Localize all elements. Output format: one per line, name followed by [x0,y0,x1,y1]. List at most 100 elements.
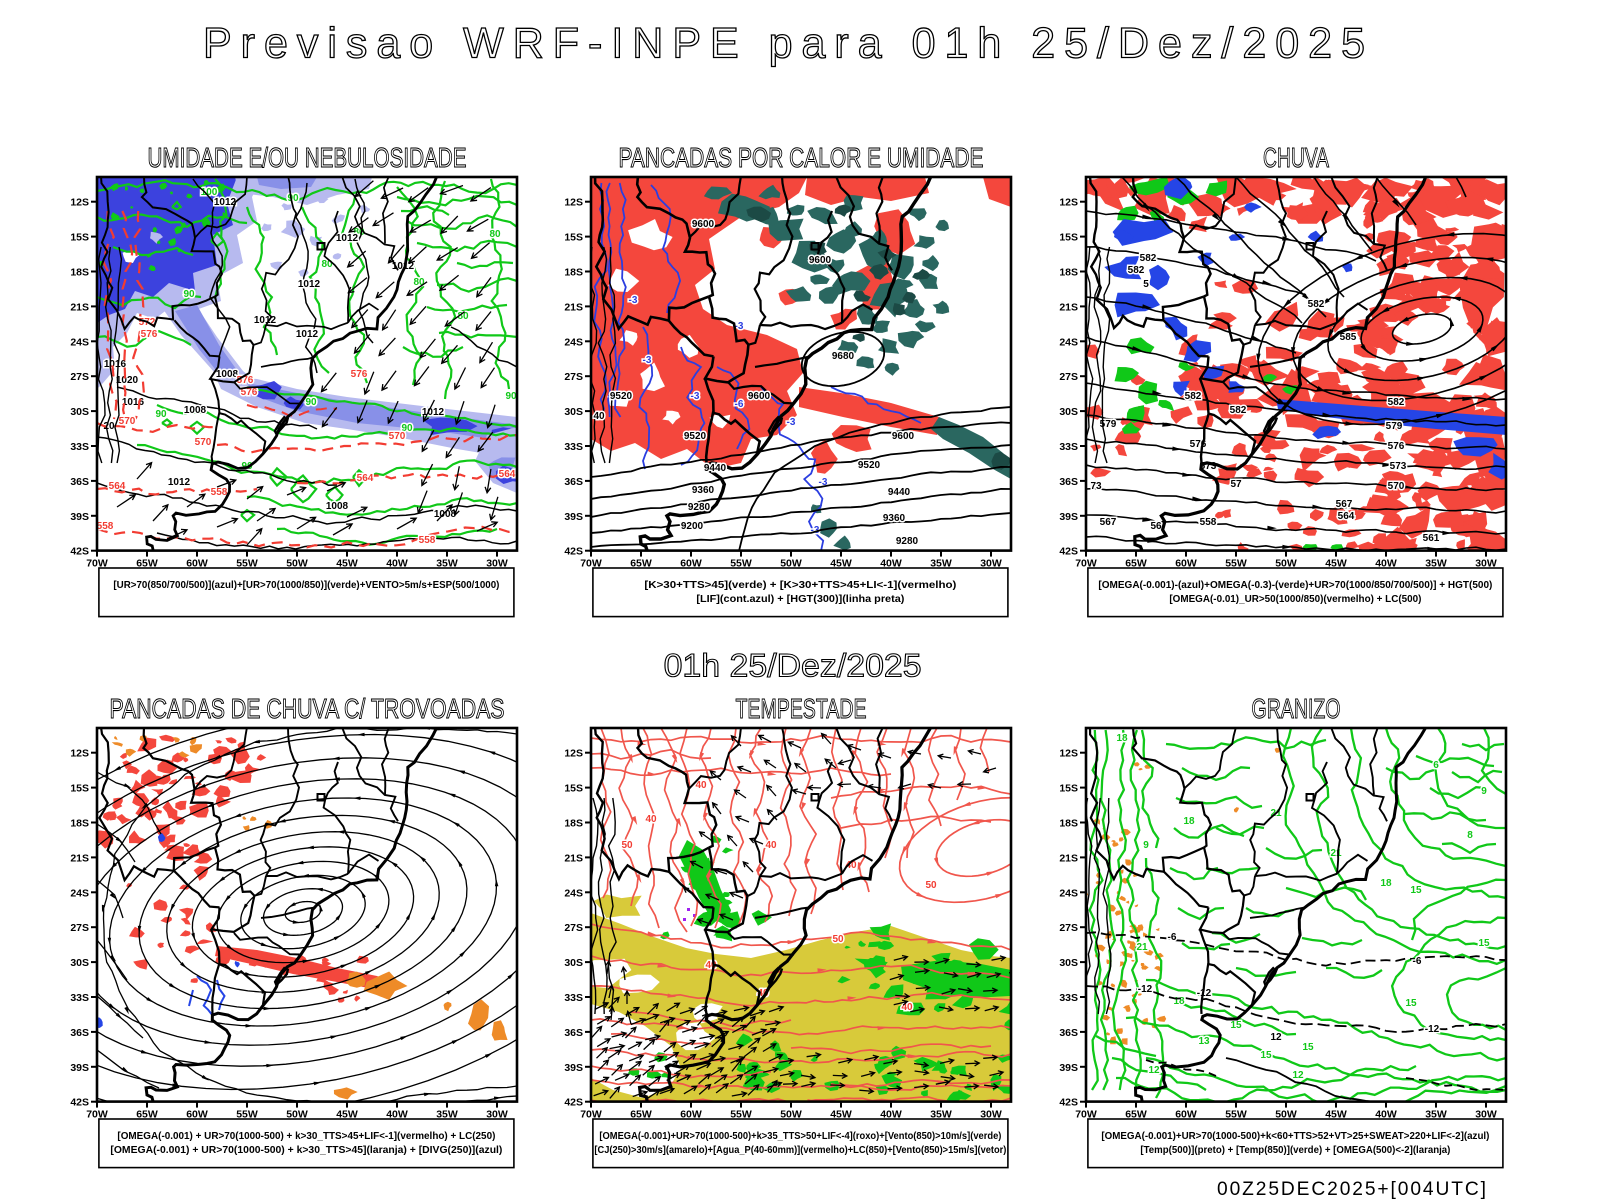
svg-text:65W: 65W [1125,557,1147,569]
svg-text:1008: 1008 [433,509,456,520]
svg-text:12: 12 [1148,1065,1160,1076]
svg-text:65W: 65W [1125,1108,1147,1120]
svg-text:27S: 27S [70,922,89,934]
svg-text:-3: -3 [691,391,700,402]
svg-text:60W: 60W [681,557,703,569]
svg-text:1008: 1008 [183,405,206,416]
svg-text:15: 15 [1478,938,1490,949]
svg-text:24S: 24S [1059,336,1078,348]
svg-text:36S: 36S [1059,476,1078,488]
svg-text:18S: 18S [565,266,584,278]
svg-text:33S: 33S [1059,992,1078,1004]
svg-text:90: 90 [401,423,413,434]
svg-text:5: 5 [1143,279,1149,290]
svg-text:42S: 42S [70,545,89,557]
svg-text:564: 564 [108,481,125,492]
svg-text:45W: 45W [1325,557,1347,569]
svg-text:20: 20 [103,421,115,432]
svg-text:40W: 40W [386,1108,408,1120]
svg-text:45W: 45W [831,557,853,569]
svg-text:9600: 9600 [892,431,915,442]
svg-text:[LIF](cont.azul) + [HGT(300)](: [LIF](cont.azul) + [HGT(300)](linha pret… [697,594,905,605]
svg-text:27S: 27S [1059,922,1078,934]
svg-text:30S: 30S [1059,957,1078,969]
svg-text:36S: 36S [1059,1027,1078,1039]
svg-text:50: 50 [926,880,938,891]
svg-text:PANCADAS DE CHUVA C/ TROVOADAS: PANCADAS DE CHUVA C/ TROVOADAS [109,693,504,724]
svg-text:30W: 30W [486,1108,508,1120]
svg-text:9600: 9600 [692,219,715,230]
svg-text:39S: 39S [565,511,584,523]
svg-text:12S: 12S [1059,196,1078,208]
svg-text:15: 15 [1410,885,1422,896]
svg-text:570: 570 [388,431,405,442]
svg-text:1008: 1008 [325,501,348,512]
svg-text:9200: 9200 [681,521,704,532]
svg-text:24S: 24S [70,887,89,899]
svg-text:50W: 50W [286,1108,308,1120]
svg-text:[OMEGA(-0.001)-(azul)+OMEGA(-0: [OMEGA(-0.001)-(azul)+OMEGA(-0.3)-(verde… [1098,580,1492,591]
svg-text:50W: 50W [286,557,308,569]
svg-text:30S: 30S [565,957,584,969]
svg-text:70W: 70W [1075,1108,1097,1120]
svg-text:12S: 12S [565,747,584,759]
svg-text:39S: 39S [1059,1061,1078,1073]
svg-text:[OMEGA(-0.001)+UR>70(1000-500): [OMEGA(-0.001)+UR>70(1000-500)+k>35_TTS>… [600,1130,1002,1141]
svg-text:564: 564 [356,473,373,484]
svg-text:70W: 70W [86,1108,108,1120]
svg-text:TEMPESTADE: TEMPESTADE [736,693,867,724]
svg-text:70W: 70W [581,557,603,569]
svg-text:-3: -3 [811,525,820,536]
svg-text:35W: 35W [931,557,953,569]
svg-text:42S: 42S [565,545,584,557]
svg-text:70W: 70W [1075,557,1097,569]
svg-text:1012: 1012 [335,233,358,244]
svg-text:57: 57 [1230,479,1242,490]
svg-text:24S: 24S [565,887,584,899]
svg-text:40: 40 [766,840,778,851]
svg-text:1012: 1012 [421,407,444,418]
svg-text:1012: 1012 [253,315,276,326]
svg-text:33S: 33S [70,992,89,1004]
svg-text:60W: 60W [681,1108,703,1120]
svg-text:18S: 18S [70,266,89,278]
svg-text:570: 570 [1388,481,1405,492]
svg-text:40W: 40W [881,1108,903,1120]
svg-text:564: 564 [1338,511,1355,522]
svg-text:90: 90 [183,289,195,300]
svg-text:30S: 30S [70,406,89,418]
svg-text:[OMEGA(-0.01)_UR>50(1000/850)(: [OMEGA(-0.01)_UR>50(1000/850)(vermelho) … [1169,594,1421,605]
svg-text:65W: 65W [631,557,653,569]
svg-text:12: 12 [1292,1070,1304,1081]
svg-text:55W: 55W [731,557,753,569]
svg-text:30S: 30S [70,957,89,969]
svg-text:18S: 18S [565,817,584,829]
svg-text:24S: 24S [70,336,89,348]
svg-text:15S: 15S [565,782,584,794]
svg-text:8: 8 [1467,830,1473,841]
svg-text:80: 80 [457,311,469,322]
svg-text:30S: 30S [1059,406,1078,418]
svg-text:65W: 65W [136,557,158,569]
svg-text:55W: 55W [1225,557,1247,569]
svg-text:12: 12 [1270,1032,1282,1043]
svg-text:40: 40 [646,814,658,825]
svg-text:[K>30+TTS>45](verde) + [K>30+T: [K>30+TTS>45](verde) + [K>30+TTS>45+LI<-… [645,580,957,591]
svg-text:Previsao WRF-INPE para 01h 25: Previsao WRF-INPE para 01h 25/Dez/2025 [203,19,1365,67]
svg-text:15S: 15S [70,231,89,243]
svg-text:582: 582 [1128,265,1145,276]
svg-text:65W: 65W [136,1108,158,1120]
svg-text:582: 582 [1388,397,1405,408]
svg-text:45W: 45W [831,1108,853,1120]
svg-text:100: 100 [200,187,217,198]
svg-text:45W: 45W [1325,1108,1347,1120]
svg-text:40: 40 [594,411,606,422]
svg-text:1012: 1012 [295,329,318,340]
svg-text:42S: 42S [1059,1096,1078,1108]
svg-text:36S: 36S [70,476,89,488]
svg-text:30W: 30W [981,557,1003,569]
svg-text:15S: 15S [1059,231,1078,243]
svg-text:55W: 55W [236,1108,258,1120]
svg-text:576: 576 [240,387,257,398]
svg-text:573: 573 [1390,461,1407,472]
